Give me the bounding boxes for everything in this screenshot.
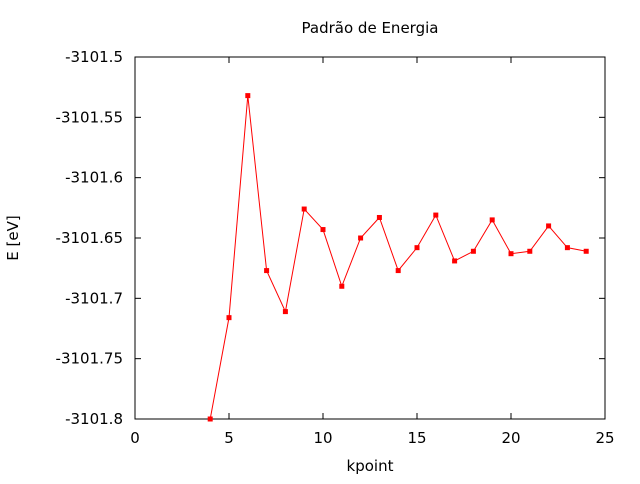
data-point [546,223,552,229]
x-tick-label: 10 [313,429,332,447]
series-line [209,95,587,420]
chart-title: Padrão de Energia [302,19,439,37]
data-point [245,93,251,99]
x-axis-label: kpoint [347,457,394,475]
data-point [489,217,495,223]
data-point [583,248,589,254]
data-point [358,235,364,241]
data-point [376,214,382,220]
plot-frame [134,56,606,420]
data-point [207,416,213,422]
data-point [414,245,420,251]
y-tick-label: -3101.7 [65,289,123,307]
x-ticks: 0 5 10 15 20 25 [130,57,615,447]
data-point [339,283,345,289]
y-ticks: -3101.5 -3101.55 -3101.6 -3101.65 -3101.7 -31… [56,48,605,428]
y-tick-label: -3101.5 [65,48,123,66]
data-point [320,227,326,233]
data-point [395,268,401,274]
data-point [226,315,232,321]
y-axis-label: E [eV] [4,215,22,260]
y-tick-label: -3101.6 [65,169,123,187]
data-point [508,251,514,257]
y-tick-label: -3101.55 [56,108,123,126]
y-tick-label: -3101.75 [56,350,123,368]
data-point [282,309,288,315]
series-layer [207,93,589,422]
data-point [527,248,533,254]
x-tick-label: 15 [407,429,426,447]
data-point [301,206,307,212]
x-tick-label: 25 [595,429,614,447]
data-point [470,248,476,254]
data-point [433,212,439,218]
y-tick-label: -3101.65 [56,229,123,247]
x-tick-label: 20 [501,429,520,447]
x-tick-label: 0 [130,429,140,447]
data-point [564,245,570,251]
data-point [264,268,270,274]
data-point [452,258,458,264]
x-tick-label: 5 [224,429,234,447]
y-tick-label: -3101.8 [65,410,123,428]
